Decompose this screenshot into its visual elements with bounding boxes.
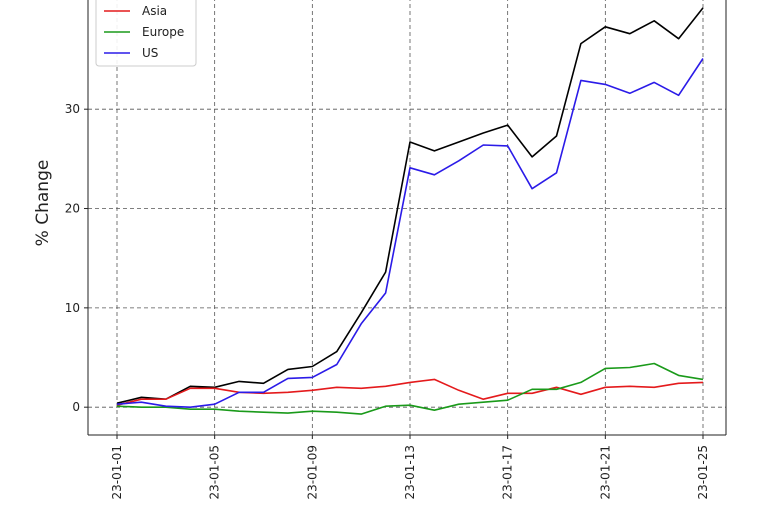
y-tick-label: 0 <box>72 400 80 414</box>
series-line-asia <box>116 378 704 406</box>
x-tick-label: 23-01-01 <box>110 445 124 499</box>
y-tick-label: 20 <box>65 202 80 216</box>
series-line-europe <box>116 362 704 415</box>
series-line-total <box>116 7 704 404</box>
y-axis-label: % Change <box>33 160 53 247</box>
legend-label: Asia <box>142 4 167 18</box>
y-tick-label: 30 <box>65 102 80 116</box>
y-tick-label: 10 <box>65 301 80 315</box>
x-tick-label: 23-01-09 <box>305 445 319 499</box>
x-tick-label: 23-01-21 <box>598 445 612 499</box>
legend-box <box>95 0 197 67</box>
x-tick-label: 23-01-17 <box>501 445 515 499</box>
legend-label: US <box>142 46 158 60</box>
x-tick-label: 23-01-25 <box>696 445 710 499</box>
legend-label: Europe <box>142 25 184 39</box>
x-tick-label: 23-01-05 <box>208 445 222 499</box>
series-line-us <box>116 58 704 409</box>
x-tick-label: 23-01-13 <box>403 445 417 499</box>
